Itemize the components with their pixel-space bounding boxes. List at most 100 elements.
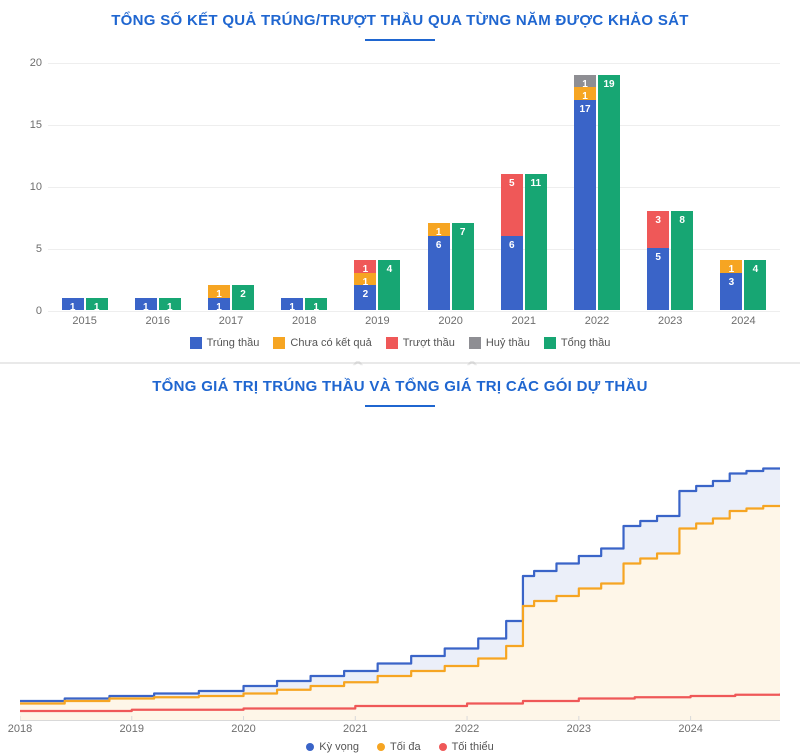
- chart1-x-tick-label: 2020: [438, 315, 462, 327]
- chart1-bar-tong: 1: [305, 298, 327, 310]
- chart1-bar-value: 4: [378, 264, 400, 275]
- chart2-x-tick-label: 2021: [343, 723, 367, 735]
- legend-label: Huỷ thầu: [486, 337, 530, 349]
- chart1-legend-item: Tổng thầu: [544, 337, 611, 349]
- chart1-gridline: [48, 125, 780, 126]
- legend-dot: [306, 743, 314, 751]
- chart1-bar-value: 1: [86, 302, 108, 313]
- chart1-y-tick-label: 0: [16, 305, 42, 317]
- chart1-bar-huy: 1: [574, 75, 596, 87]
- chart1-bar-tong: 4: [378, 260, 400, 310]
- chart1-bar-value: 3: [647, 215, 669, 226]
- bar-chart-panel: TỔNG SỐ KẾT QUẢ TRÚNG/TRƯỢT THẦU QUA TỪN…: [0, 0, 800, 360]
- chart1-bar-value: 6: [428, 240, 450, 251]
- chart1-bar-value: 17: [574, 104, 596, 115]
- legend-swatch: [544, 337, 556, 349]
- chart1-bar-value: 6: [501, 240, 523, 251]
- chart1-x-tick-label: 2024: [731, 315, 755, 327]
- chart1-gridline: [48, 311, 780, 312]
- chart1-bar-chuacokq: 1: [208, 285, 230, 297]
- chart1-bar-value: 7: [452, 227, 474, 238]
- chart1-bar-value: 3: [720, 277, 742, 288]
- chart1-x-tick-label: 2019: [365, 315, 389, 327]
- legend-swatch: [386, 337, 398, 349]
- chart1-y-tick-label: 5: [16, 243, 42, 255]
- chart1-bar-truot: 1: [354, 260, 376, 272]
- chart1-bar-value: 1: [159, 302, 181, 313]
- chart1-bar-value: 1: [354, 277, 376, 288]
- chart1-bar-value: 5: [501, 178, 523, 189]
- chart1-y-tick-label: 20: [16, 57, 42, 69]
- legend-label: Tổng thầu: [561, 337, 611, 349]
- chart1-bar-chuacokq: 1: [720, 260, 742, 272]
- chart1-bar-tong: 11: [525, 174, 547, 310]
- legend-label: Kỳ vọng: [319, 741, 359, 753]
- chart1-bar-value: 5: [647, 252, 669, 263]
- chart1-bar-trung: 3: [720, 273, 742, 310]
- chart1-x-tick-label: 2018: [292, 315, 316, 327]
- chart1-bar-value: 2: [232, 289, 254, 300]
- chart1-bar-chuacokq: 1: [428, 223, 450, 235]
- chart1-gridline: [48, 187, 780, 188]
- chart1-legend-item: Huỷ thầu: [469, 337, 530, 349]
- chart1-bar-truot: 3: [647, 211, 669, 248]
- chart1-bar-trung: 1: [281, 298, 303, 310]
- legend-label: Trúng thầu: [207, 337, 260, 349]
- chart1-bar-value: 1: [62, 302, 84, 313]
- chart2-legend-item: Kỳ vọng: [306, 741, 359, 753]
- chart1-x-tick-label: 2017: [219, 315, 243, 327]
- legend-label: Tối đa: [390, 741, 421, 753]
- chart1-bar-value: 1: [574, 79, 596, 90]
- chart1-bar-tong: 7: [452, 223, 474, 310]
- chart1-bar-tong: 4: [744, 260, 766, 310]
- chart2-title: TỔNG GIÁ TRỊ TRÚNG THẦU VÀ TỔNG GIÁ TRỊ …: [0, 366, 800, 401]
- chart1-bar-value: 4: [744, 264, 766, 275]
- chart1-legend: Trúng thầu Chưa có kết quả Trượt thầu Huỷ t…: [0, 337, 800, 349]
- line-chart-panel: TỔNG GIÁ TRỊ TRÚNG THẦU VÀ TỔNG GIÁ TRỊ …: [0, 366, 800, 756]
- chart1-gridline: [48, 249, 780, 250]
- chart2-x-tick-label: 2022: [455, 723, 479, 735]
- chart1-bar-trung: 17: [574, 100, 596, 310]
- chart1-y-tick-label: 15: [16, 119, 42, 131]
- chart1-x-tick-label: 2022: [585, 315, 609, 327]
- chart1-bar-value: 1: [281, 302, 303, 313]
- legend-dot: [439, 743, 447, 751]
- chart2-plot-area: [20, 421, 780, 721]
- chart1-bar-tong: 19: [598, 75, 620, 310]
- chart1-bar-value: 1: [305, 302, 327, 313]
- chart2-x-tick-label: 2018: [8, 723, 32, 735]
- chart2-legend: Kỳ vọng Tối đa Tối thiểu: [0, 741, 800, 753]
- chart1-plot-area: 0510152011111121121146176511171119538314: [48, 51, 780, 311]
- chart2-x-tick-label: 2020: [231, 723, 255, 735]
- chart1-bar-trung: 6: [501, 236, 523, 310]
- legend-dot: [377, 743, 385, 751]
- chart1-legend-item: Trúng thầu: [190, 337, 260, 349]
- legend-label: Tối thiểu: [452, 741, 494, 753]
- chart1-bar-value: 11: [525, 178, 547, 189]
- chart1-bar-trung: 1: [135, 298, 157, 310]
- chart2-title-underline: [365, 405, 435, 407]
- chart1-gridline: [48, 63, 780, 64]
- chart1-bar-trung: 6: [428, 236, 450, 310]
- chart1-x-tick-label: 2021: [512, 315, 536, 327]
- chart1-bar-truot: 5: [501, 174, 523, 236]
- chart1-bar-value: 1: [428, 227, 450, 238]
- legend-label: Chưa có kết quả: [290, 337, 371, 349]
- chart1-title-underline: [365, 39, 435, 41]
- chart2-legend-item: Tối đa: [377, 741, 421, 753]
- chart1-bar-tong: 1: [159, 298, 181, 310]
- chart1-x-tick-label: 2015: [72, 315, 96, 327]
- chart2-x-tick-label: 2024: [678, 723, 702, 735]
- chart1-x-tick-label: 2023: [658, 315, 682, 327]
- chart1-legend-item: Trượt thầu: [386, 337, 455, 349]
- legend-label: Trượt thầu: [403, 337, 455, 349]
- panel-divider: [0, 362, 800, 364]
- chart1-bar-tong: 2: [232, 285, 254, 310]
- chart1-bar-value: 1: [354, 264, 376, 275]
- chart1-title: TỔNG SỐ KẾT QUẢ TRÚNG/TRƯỢT THẦU QUA TỪN…: [0, 0, 800, 35]
- chart2-x-tick-label: 2023: [567, 723, 591, 735]
- chart1-bar-tong: 1: [86, 298, 108, 310]
- chart1-bar-value: 2: [354, 289, 376, 300]
- chart1-bar-value: 1: [135, 302, 157, 313]
- legend-swatch: [273, 337, 285, 349]
